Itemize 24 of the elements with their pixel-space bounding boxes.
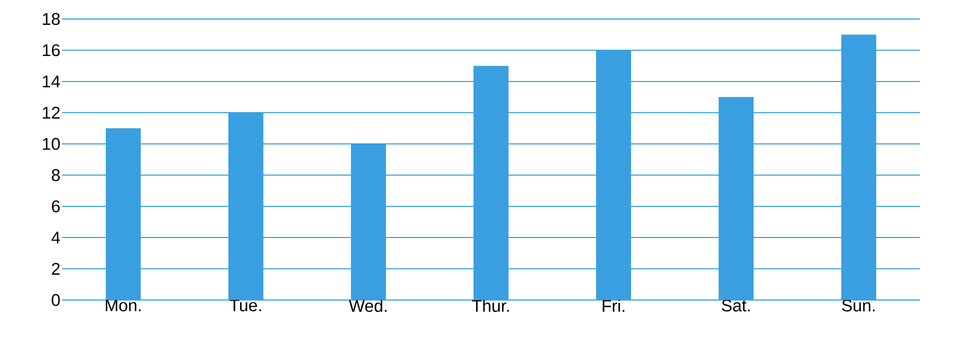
x-tick-label: Wed. [348,300,386,312]
bar [228,112,264,300]
x-tick-label: Fri. [602,300,624,312]
bar [718,97,754,300]
x-tick-label: Sun. [842,300,875,312]
bar [841,34,876,300]
y-tick-label: 16 [42,44,60,56]
y-tick-label: 4 [51,232,60,244]
x-tick-label: Sat. [722,300,750,312]
y-tick-label: 12 [42,106,60,119]
bar [106,128,141,300]
bar [350,144,386,300]
x-tick-label: Thur. [472,300,509,312]
bar [474,66,509,300]
y-tick-label: 14 [42,76,60,88]
y-tick-label: 2 [52,262,60,275]
bar [596,50,632,300]
y-tick-label: 10 [42,138,60,150]
y-tick-label: 18 [42,13,60,25]
y-tick-label: 6 [52,200,60,212]
y-tick-label: 8 [52,169,60,182]
y-tick-label: 0 [52,294,60,306]
x-tick-label: Tue. [230,300,261,312]
x-tick-label: Mon. [106,300,141,312]
